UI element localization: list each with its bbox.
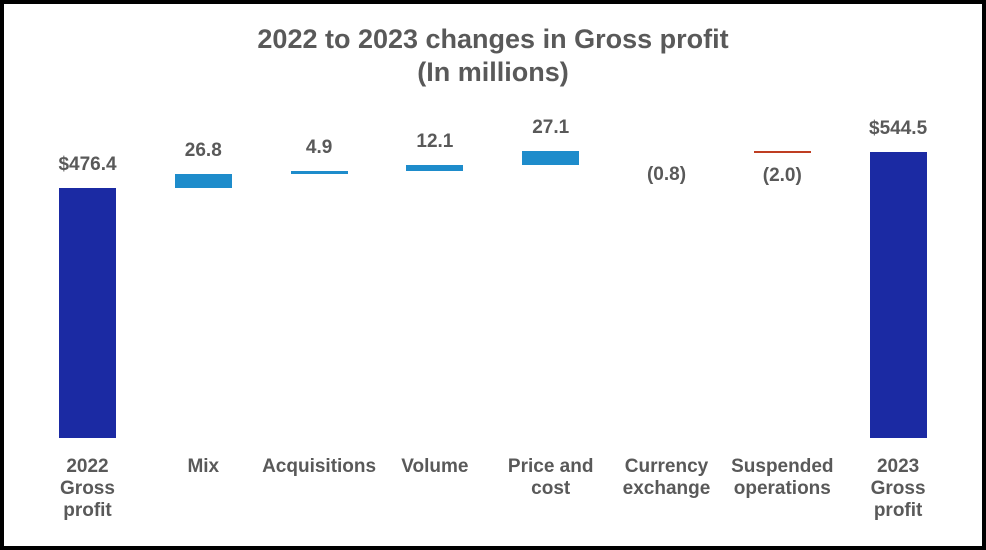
value-label-6: (2.0) [762, 165, 802, 187]
waterfall-bar-0 [59, 188, 116, 438]
category-label-4: Price and cost [507, 456, 594, 499]
category-label-7: 2023 Gross profit [870, 456, 926, 521]
waterfall-bar-4 [522, 150, 580, 165]
value-label-4: 27.1 [532, 116, 570, 138]
value-label-3: 12.1 [416, 131, 454, 152]
category-label-3: Volume [401, 456, 469, 477]
value-label-2: 4.9 [305, 137, 333, 159]
waterfall-bar-2 [290, 171, 348, 174]
chart-title: 2022 to 2023 changes in Gross profit [257, 24, 729, 54]
waterfall-bar-7 [869, 152, 927, 438]
value-label-7: $544.5 [869, 118, 928, 140]
chart-subtitle: (In millions) [417, 57, 569, 87]
waterfall-bar-1 [174, 173, 232, 188]
category-label-5: Currency exchange [622, 456, 711, 499]
value-label-1: 26.8 [184, 139, 222, 161]
waterfall-bar-6 [753, 151, 811, 154]
category-label-2: Acquisitions [262, 456, 377, 477]
category-label-0: 2022 Gross profit [60, 456, 115, 521]
category-label-6: Suspended operations [731, 456, 834, 499]
waterfall-bar-3 [406, 165, 464, 172]
value-label-5: (0.8) [646, 164, 687, 186]
value-label-0: $476.4 [58, 154, 117, 175]
chart-title-block: 2022 to 2023 changes in Gross profit (In… [0, 23, 986, 89]
category-label-1: Mix [187, 456, 220, 477]
